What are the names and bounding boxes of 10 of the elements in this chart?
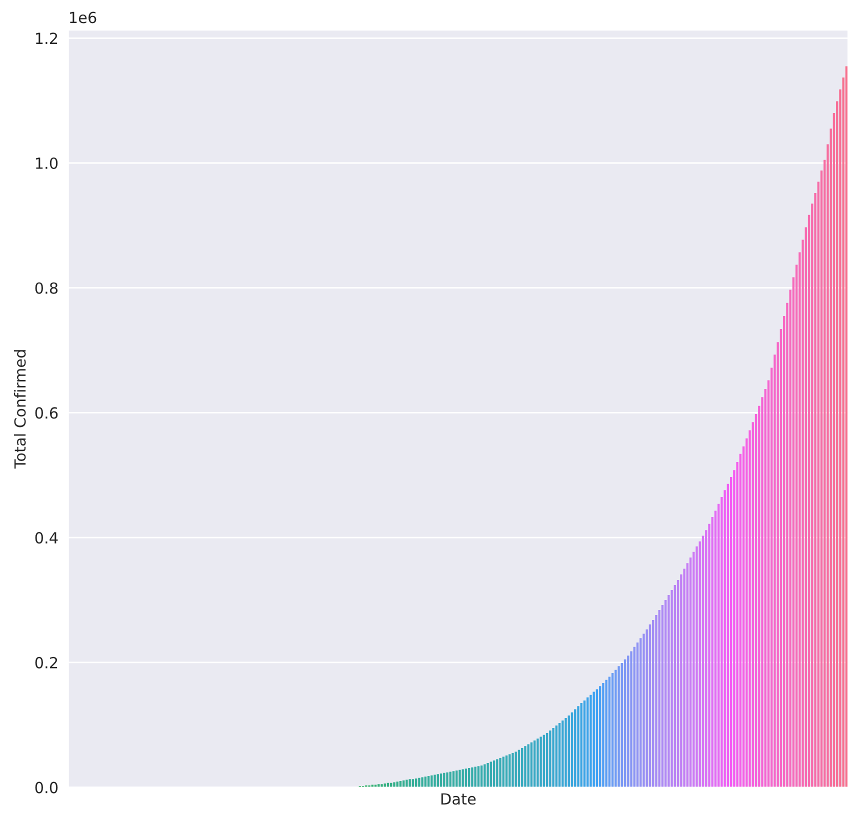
y-tick-label: 1.0 (36, 157, 58, 170)
x-axis-title: Date (441, 793, 476, 805)
y-tick-label: 0.4 (35, 532, 58, 544)
y-tick-label: 0.0 (35, 782, 58, 794)
y-tick-label: 1.2 (36, 32, 58, 44)
y-axis-title: Total Confirmed (14, 350, 26, 469)
text: 1e6 (70, 12, 96, 24)
y-tick-label: 0.8 (35, 282, 58, 294)
y-tick-label: 0.2 (35, 656, 58, 668)
y-tick-label: 0.6 (35, 407, 58, 419)
